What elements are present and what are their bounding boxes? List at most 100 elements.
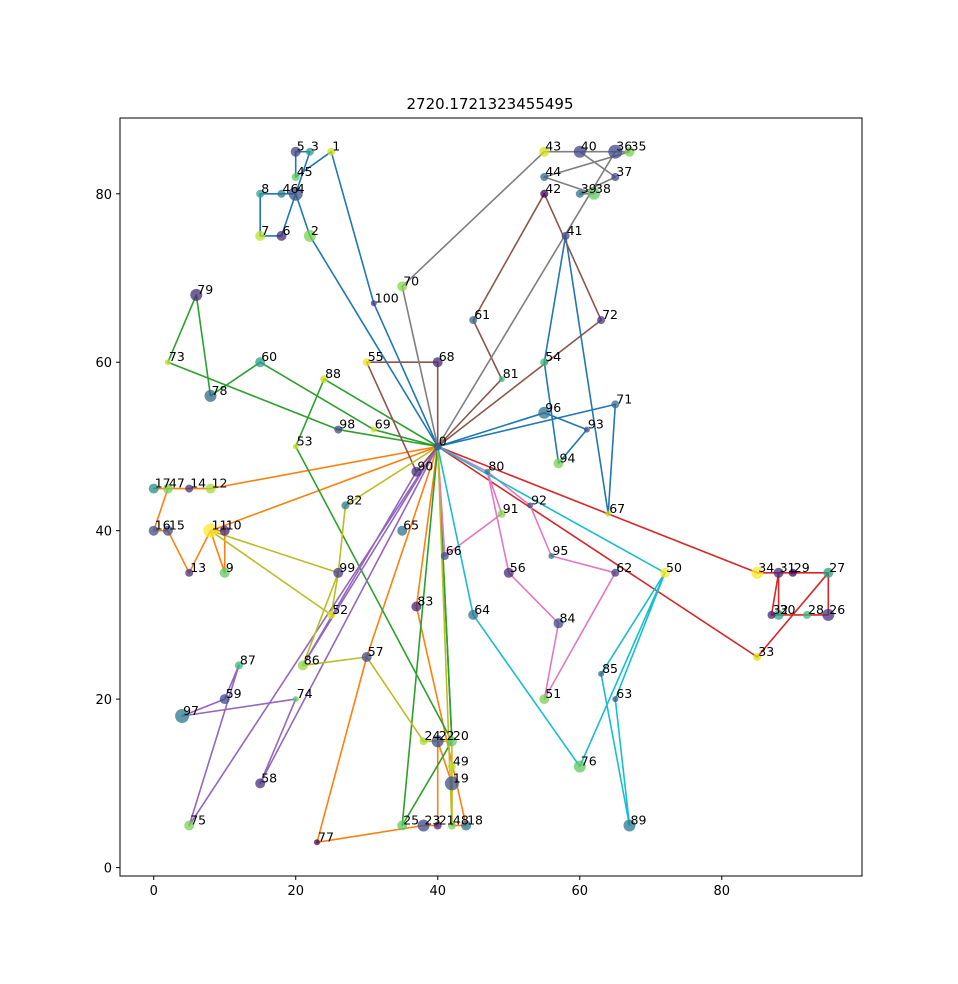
node-93 [583,426,590,433]
node-9 [219,567,230,578]
node-5 [290,146,301,157]
node-55 [362,358,371,367]
node-60 [255,357,266,368]
node-label-25: 25 [403,813,419,828]
node-label-85: 85 [602,661,618,676]
node-34 [751,566,764,579]
node-label-1: 1 [332,139,340,154]
node-98 [334,425,343,434]
node-label-68: 68 [439,349,455,364]
node-3 [305,147,314,156]
node-label-27: 27 [829,560,845,575]
node-89 [623,819,636,832]
node-label-36: 36 [616,139,632,154]
node-70 [397,281,408,292]
node-label-24: 24 [425,728,441,743]
node-label-10: 10 [226,518,242,533]
node-label-32: 32 [773,602,789,617]
node-11 [203,523,218,538]
node-label-19: 19 [453,770,469,785]
node-73 [164,359,171,366]
node-77 [314,839,320,846]
node-label-79: 79 [197,282,213,297]
node-label-0: 0 [439,434,447,449]
node-label-84: 84 [560,610,576,625]
node-88 [320,375,329,384]
y-axis: 0 20 40 60 80 [95,188,120,877]
node-label-77: 77 [318,829,334,844]
node-0 [433,442,442,451]
node-64 [468,609,479,620]
node-label-66: 66 [446,543,462,558]
node-label-9: 9 [226,560,234,575]
node-68 [432,357,443,368]
node-label-51: 51 [545,686,561,701]
node-8 [256,189,265,198]
node-19 [444,776,459,791]
node-2 [303,229,316,242]
node-85 [598,670,605,677]
node-36 [608,144,623,159]
node-45 [291,173,300,181]
node-label-54: 54 [545,349,561,364]
node-label-12: 12 [212,476,228,491]
route-12 [436,445,617,700]
node-label-26: 26 [829,602,845,617]
node-92 [527,502,534,509]
node-label-63: 63 [616,686,632,701]
node-100 [370,300,377,307]
node-label-20: 20 [453,728,469,743]
node-label-23: 23 [425,813,441,828]
node-label-56: 56 [510,560,526,575]
node-14 [185,484,194,493]
node-23 [417,819,430,832]
node-47 [162,483,173,494]
node-label-46: 46 [283,181,299,196]
node-17 [148,483,159,494]
node-label-5: 5 [297,139,305,154]
node-label-69: 69 [375,417,391,432]
node-label-4: 4 [297,181,305,196]
node-label-82: 82 [346,492,362,507]
node-label-53: 53 [297,434,313,449]
node-label-30: 30 [780,602,796,617]
node-58 [255,778,266,789]
node-97 [175,709,190,723]
node-53 [292,443,299,450]
node-label-45: 45 [297,164,313,179]
node-label-48: 48 [453,813,469,828]
chart-title: 2720.1721323455495 [406,95,573,113]
node-49 [447,762,456,771]
route-0 [259,150,439,447]
node-label-43: 43 [545,139,561,154]
node-label-88: 88 [325,366,341,381]
node-33 [753,653,762,661]
node-66 [440,552,449,560]
route-10 [437,193,602,448]
node-label-55: 55 [368,349,384,364]
y-tick-label-60: 60 [95,356,112,371]
node-label-15: 15 [169,518,185,533]
node-label-47: 47 [169,476,185,491]
route-14 [209,445,453,827]
node-80 [484,468,491,475]
node-label-75: 75 [190,813,206,828]
node-label-64: 64 [474,602,490,617]
y-tick-label-0: 0 [104,862,112,877]
node-96 [538,406,551,419]
node-label-99: 99 [339,560,355,575]
node-label-96: 96 [545,400,561,415]
node-29 [788,568,797,577]
node-74 [292,696,299,703]
node-87 [234,661,243,670]
node-10 [219,525,230,536]
node-label-71: 71 [616,391,632,406]
node-label-87: 87 [240,652,256,667]
node-label-74: 74 [297,686,313,701]
node-76 [573,760,586,773]
node-label-100: 100 [375,290,399,305]
node-99 [333,567,344,578]
node-labels-layer: 0123456789101112131415161718192021222324… [155,139,846,845]
node-79 [190,288,203,301]
